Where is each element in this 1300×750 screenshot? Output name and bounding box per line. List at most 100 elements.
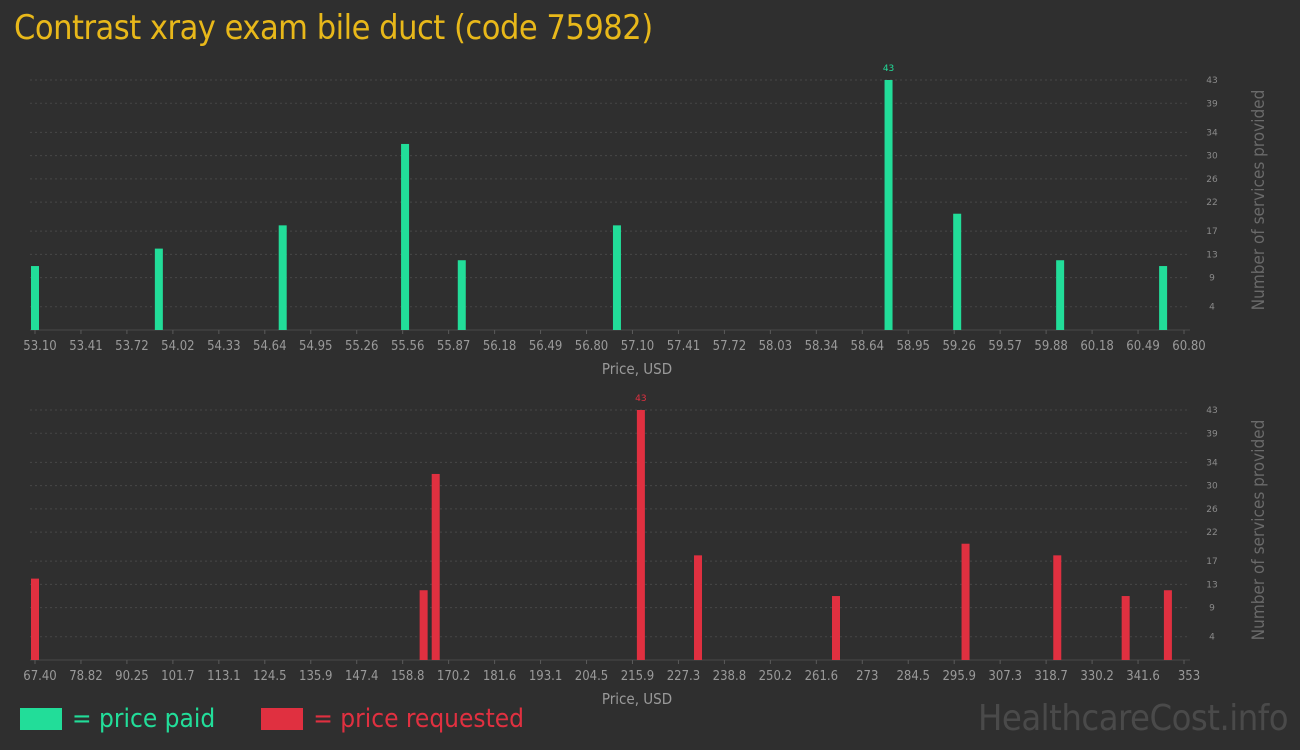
chart2-bar xyxy=(419,590,428,660)
chart1-x-tick-label: 59.26 xyxy=(942,339,975,354)
chart2-peak-label: 43 xyxy=(635,394,646,404)
page-title: Contrast xray exam bile duct (code 75982… xyxy=(14,8,653,48)
chart2-bar xyxy=(636,410,645,660)
chart2-x-tick-label: 193.1 xyxy=(529,669,562,684)
chart1-x-tick-label: 58.03 xyxy=(759,339,792,354)
chart2-y-tick-label: 13 xyxy=(1206,580,1217,590)
chart1-bar xyxy=(884,80,893,330)
chart1-x-tick-label: 53.10 xyxy=(23,339,56,354)
chart1-x-tick-label: 54.95 xyxy=(299,339,332,354)
chart2-x-tick-label: 147.4 xyxy=(345,669,378,684)
chart2-x-tick-label: 261.6 xyxy=(805,669,838,684)
chart2-y-tick-label: 39 xyxy=(1206,429,1218,439)
chart2-y-axis-label: Number of services provided xyxy=(1249,420,1269,641)
chart2-x-tick-label: 113.1 xyxy=(207,669,240,684)
chart1-bar xyxy=(612,225,621,330)
chart2-x-tick-label: 90.25 xyxy=(115,669,148,684)
chart1-bar xyxy=(31,266,39,330)
chart1-y-tick-label: 17 xyxy=(1206,227,1217,237)
chart1-y-tick-label: 43 xyxy=(1206,76,1217,86)
chart2-y-tick-label: 30 xyxy=(1206,482,1218,492)
chart1-bar xyxy=(278,225,287,330)
legend-item-paid: = price paid xyxy=(20,704,215,734)
chart2-bar xyxy=(1121,596,1130,660)
chart1-bar xyxy=(154,248,163,330)
chart1-y-tick-label: 39 xyxy=(1206,99,1218,109)
chart2-x-tick-label: 273 xyxy=(856,669,878,684)
chart1-x-tick-label: 57.72 xyxy=(713,339,746,354)
chart1-x-tick-label: 60.18 xyxy=(1080,339,1113,354)
chart1-x-tick-label: 59.88 xyxy=(1034,339,1067,354)
chart2-bar xyxy=(961,543,970,660)
chart2-y-tick-label: 4 xyxy=(1209,633,1215,643)
chart1-y-tick-label: 30 xyxy=(1206,152,1218,162)
legend-item-requested: = price requested xyxy=(261,704,524,734)
chart1-y-tick-label: 4 xyxy=(1209,303,1215,313)
chart2-bar xyxy=(31,578,39,660)
chart2-x-tick-label: 227.3 xyxy=(667,669,700,684)
chart1-x-tick-label: 58.34 xyxy=(805,339,838,354)
chart2-y-tick-label: 17 xyxy=(1206,557,1217,567)
chart2-bar xyxy=(832,596,841,660)
chart1-x-tick-label: 58.64 xyxy=(851,339,884,354)
chart2-x-tick-label: 170.2 xyxy=(437,669,470,684)
chart1-x-tick-label: 54.33 xyxy=(207,339,240,354)
chart2-bar xyxy=(431,473,440,660)
chart2-x-tick-label: 284.5 xyxy=(896,669,929,684)
chart1-bar xyxy=(401,143,410,330)
chart2-bar xyxy=(1053,555,1062,660)
chart1-x-tick-label: 60.49 xyxy=(1126,339,1159,354)
chart1-x-tick-label: 59.57 xyxy=(988,339,1021,354)
chart1-y-tick-label: 9 xyxy=(1209,274,1215,284)
legend-label-requested: = price requested xyxy=(313,704,525,734)
chart2-x-tick-label: 250.2 xyxy=(759,669,792,684)
chart2-x-tick-label: 307.3 xyxy=(988,669,1021,684)
chart1-bar xyxy=(1159,266,1168,330)
chart2-x-tick-label: 204.5 xyxy=(575,669,608,684)
chart2-x-tick-label: 181.6 xyxy=(483,669,516,684)
chart2-x-tick-label: 124.5 xyxy=(253,669,286,684)
chart1-x-tick-label: 58.95 xyxy=(896,339,929,354)
chart2-x-tick-label: 238.8 xyxy=(713,669,746,684)
legend-swatch-paid xyxy=(20,708,62,730)
chart1-y-tick-label: 34 xyxy=(1206,128,1218,138)
chart2-x-tick-label: 215.9 xyxy=(621,669,654,684)
chart1-x-tick-label: 53.41 xyxy=(69,339,102,354)
watermark-logo: HealthcareCost.info xyxy=(978,698,1288,739)
chart2-bar xyxy=(1163,590,1172,660)
chart2-x-tick-label: 330.2 xyxy=(1080,669,1113,684)
chart2-x-tick-label: 67.40 xyxy=(23,669,56,684)
legend-swatch-requested xyxy=(261,708,304,730)
chart2-x-tick-label: 135.9 xyxy=(299,669,332,684)
chart2-x-tick-label: 158.8 xyxy=(391,669,424,684)
chart1-x-tick-label: 57.10 xyxy=(621,339,654,354)
chart1-y-tick-label: 13 xyxy=(1206,250,1217,260)
chart1-x-tick-label: 57.41 xyxy=(667,339,700,354)
chart1-x-tick-label: 55.26 xyxy=(345,339,378,354)
chart2-y-tick-label: 22 xyxy=(1206,528,1217,538)
chart1-y-tick-label: 26 xyxy=(1206,175,1218,185)
chart2-y-tick-label: 9 xyxy=(1209,604,1215,614)
chart1-peak-label: 43 xyxy=(883,64,894,74)
chart2-x-tick-label: 341.6 xyxy=(1126,669,1159,684)
chart2-x-tick-label: 295.9 xyxy=(942,669,975,684)
chart2-x-tick-label: 353 xyxy=(1178,669,1200,684)
chart2-x-tick-label: 318.7 xyxy=(1034,669,1067,684)
chart1-x-tick-label: 53.72 xyxy=(115,339,148,354)
chart1-y-tick-label: 22 xyxy=(1206,198,1217,208)
chart1-bar xyxy=(1056,260,1065,330)
chart2-bar xyxy=(694,555,703,660)
chart1-bar xyxy=(457,260,466,330)
chart1-x-tick-label: 54.64 xyxy=(253,339,286,354)
chart2-x-tick-label: 101.7 xyxy=(161,669,194,684)
chart2-y-tick-label: 26 xyxy=(1206,505,1218,515)
chart2-y-tick-label: 34 xyxy=(1206,458,1218,468)
chart2-y-tick-label: 43 xyxy=(1206,406,1217,416)
chart1-y-axis-label: Number of services provided xyxy=(1249,90,1269,311)
chart1-x-tick-label: 60.80 xyxy=(1172,339,1205,354)
chart1-x-tick-label: 55.87 xyxy=(437,339,470,354)
chart1-x-tick-label: 56.80 xyxy=(575,339,608,354)
chart1-x-tick-label: 56.18 xyxy=(483,339,516,354)
chart2-x-axis-label: Price, USD xyxy=(602,690,672,708)
